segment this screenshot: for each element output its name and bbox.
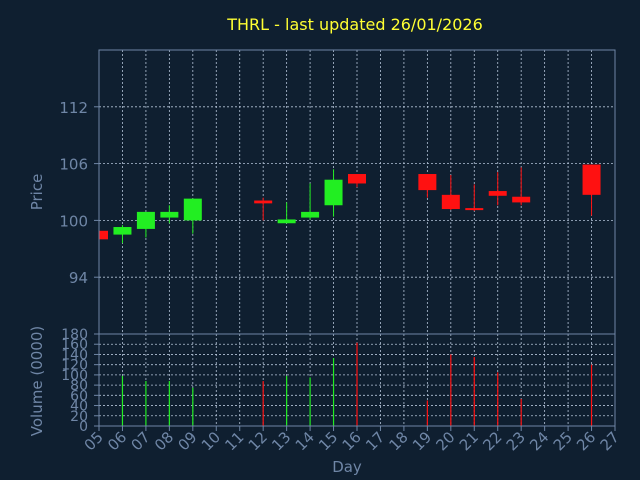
candle-body bbox=[441, 194, 460, 210]
candle-body bbox=[348, 174, 366, 184]
candle-body bbox=[488, 191, 507, 196]
price-tick-label: 112 bbox=[59, 99, 88, 117]
x-tick-label: 06 bbox=[104, 428, 130, 454]
volume-tick-label: 80 bbox=[70, 378, 88, 394]
candle-body bbox=[113, 227, 132, 235]
candle-body bbox=[160, 211, 179, 218]
x-tick-label: 24 bbox=[526, 428, 552, 454]
volume-tick-label: 160 bbox=[61, 337, 88, 353]
x-tick-label: 17 bbox=[362, 428, 388, 454]
candle-body bbox=[254, 200, 273, 204]
volume-tick-label: 0 bbox=[79, 419, 88, 435]
volume-tick-label: 180 bbox=[61, 327, 88, 343]
candle-body bbox=[277, 219, 296, 224]
x-tick-label: 19 bbox=[409, 428, 435, 454]
candle-body bbox=[183, 198, 202, 221]
price-tick-label: 106 bbox=[59, 156, 88, 174]
x-tick-label: 18 bbox=[386, 428, 412, 454]
x-tick-label: 23 bbox=[503, 428, 529, 454]
candle-body bbox=[324, 179, 343, 206]
volume-tick-label: 140 bbox=[61, 347, 88, 363]
x-tick-label: 07 bbox=[128, 428, 154, 454]
volume-tick-label: 60 bbox=[70, 388, 88, 404]
price-panel: 94 100 106 112 bbox=[59, 49, 616, 335]
x-axis: 0506070809101112131415161718192021222324… bbox=[81, 426, 623, 454]
x-tick-label: 16 bbox=[339, 428, 365, 454]
x-tick-label: 12 bbox=[245, 428, 271, 454]
candle-body bbox=[136, 211, 155, 229]
x-tick-label: 25 bbox=[550, 428, 576, 454]
x-tick-label: 27 bbox=[597, 428, 623, 454]
candle-body bbox=[465, 208, 484, 211]
x-tick-label: 21 bbox=[456, 428, 482, 454]
volume-axis-label: Volume (0000) bbox=[28, 326, 46, 436]
x-tick-label: 20 bbox=[432, 428, 458, 454]
x-tick-label: 13 bbox=[268, 428, 294, 454]
volume-tick-label: 120 bbox=[61, 358, 88, 374]
price-tick-label: 100 bbox=[59, 212, 88, 230]
x-tick-label: 14 bbox=[292, 428, 318, 454]
volume-tick-label: 100 bbox=[61, 368, 88, 384]
volume-tick-label: 20 bbox=[70, 409, 88, 425]
candle-body bbox=[512, 196, 531, 203]
x-axis-label: Day bbox=[332, 458, 362, 476]
x-tick-label: 10 bbox=[198, 428, 224, 454]
volume-tick-label: 40 bbox=[70, 399, 88, 415]
x-tick-label: 08 bbox=[151, 428, 177, 454]
x-tick-label: 09 bbox=[174, 428, 200, 454]
chart-title: THRL - last updated 26/01/2026 bbox=[226, 15, 483, 34]
price-axis-label: Price bbox=[28, 174, 46, 211]
candle-body bbox=[418, 174, 437, 191]
candle-body bbox=[582, 164, 601, 195]
x-tick-label: 26 bbox=[573, 428, 599, 454]
x-tick-label: 15 bbox=[315, 428, 341, 454]
candle-body bbox=[301, 211, 320, 218]
candle-body bbox=[99, 230, 108, 240]
price-tick-label: 94 bbox=[69, 269, 88, 287]
x-tick-label: 22 bbox=[479, 428, 505, 454]
x-tick-label: 11 bbox=[221, 428, 247, 454]
